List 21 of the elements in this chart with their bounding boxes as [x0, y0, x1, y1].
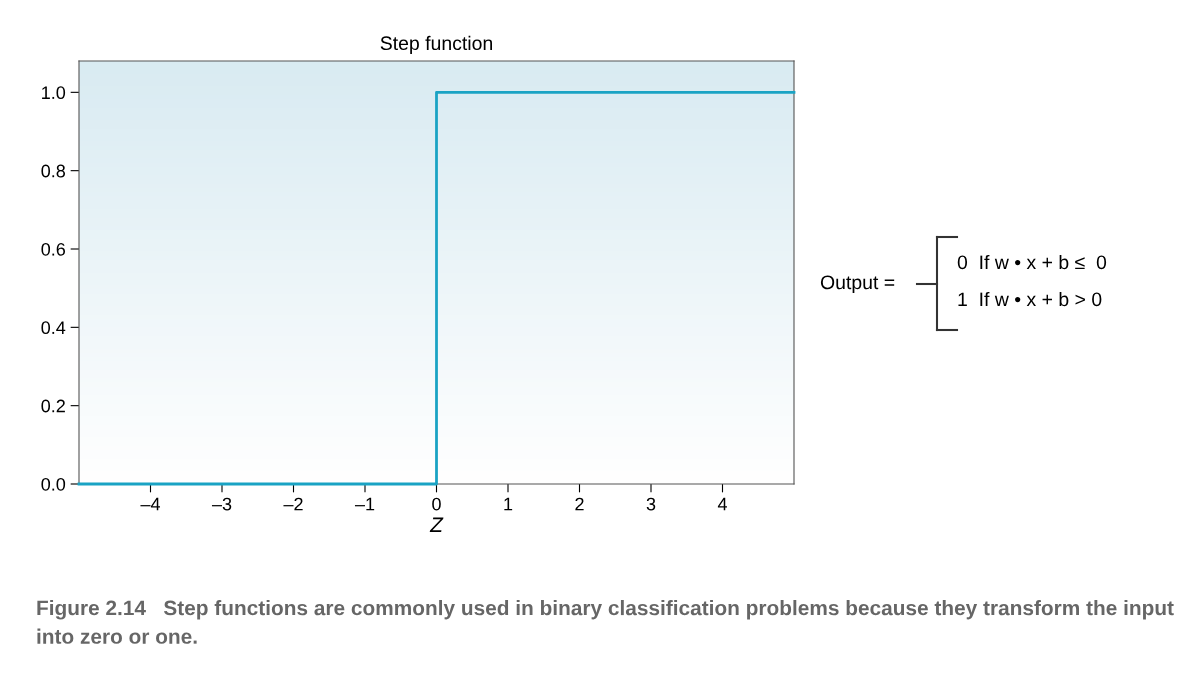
x-tick-label: 3	[646, 497, 656, 511]
y-tick-label: 0.2	[41, 399, 65, 413]
y-tick-label: 0.8	[41, 164, 66, 178]
caption: Figure 2.14 Step functions are commonly used in binary classification problems because they transform the input into zero or one.	[37, 600, 1174, 644]
x-tick-label: –3	[211, 497, 232, 511]
x-tick-label: –4	[140, 497, 161, 511]
x-tick-label: 4	[717, 497, 727, 511]
chart-title: Step function	[380, 35, 492, 54]
y-tick-label: 0.6	[41, 242, 66, 256]
y-tick-label: 0.0	[41, 477, 66, 491]
x-axis-title: Z	[429, 517, 444, 532]
x-tick-label: –1	[354, 497, 375, 511]
x-tick-label: 0	[432, 497, 441, 511]
x-tick-label: 2	[575, 497, 584, 511]
text: 1 If w • x + b > 0	[958, 291, 1102, 307]
text: Output =	[820, 275, 895, 294]
text: 0 If w • x + b ≤ 0	[957, 254, 1107, 270]
x-tick-label: 1	[504, 497, 513, 511]
x-tick-label: –2	[283, 497, 303, 511]
y-tick-label: 1.0	[42, 86, 66, 100]
y-tick-label: 0.4	[41, 321, 66, 335]
